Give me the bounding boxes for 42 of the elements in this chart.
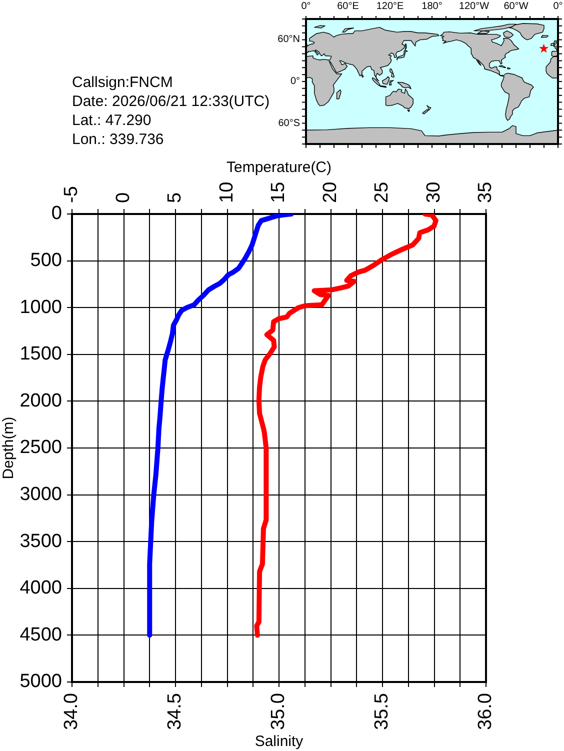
x2-tick-label: 25 — [372, 182, 393, 203]
text: 60°E — [337, 1, 359, 12]
x2-tick-label: 15 — [268, 182, 290, 203]
y-tick-label: 0 — [51, 203, 62, 224]
x-tick-label: 35.5 — [372, 693, 393, 730]
text: 180° — [422, 1, 442, 12]
y-tick-label: 4500 — [20, 624, 62, 646]
y-tick-label: 500 — [30, 250, 62, 272]
y-tick-label: 4000 — [20, 578, 62, 599]
x2-tick-label: -5 — [61, 186, 82, 203]
y-tick-label: 2500 — [20, 437, 62, 458]
x-axis-title: Salinity — [254, 733, 304, 750]
x-tick-label: 35.0 — [268, 693, 290, 730]
text: 60°S — [278, 118, 300, 129]
x-tick-label: 34.0 — [61, 693, 82, 730]
y-tick-label: 1500 — [20, 344, 62, 365]
x2-tick-label: 30 — [423, 182, 444, 203]
text: Lat.: 47.290 — [72, 111, 152, 130]
text: Callsign:FNCM — [72, 72, 173, 92]
text: 60°N — [278, 34, 300, 46]
x2-axis-title: Temperature(C) — [226, 159, 332, 176]
y-axis-title: Depth(m) — [0, 416, 18, 480]
x2-tick-label: 35 — [475, 182, 496, 203]
text: 120°E — [376, 1, 404, 12]
text: 60°W — [504, 1, 528, 12]
text: 0° — [553, 1, 563, 12]
y-tick-label: 2000 — [20, 390, 62, 412]
text: 120°W — [458, 1, 490, 12]
text: 0° — [290, 76, 300, 87]
text: 0° — [301, 1, 311, 12]
x2-tick-label: 10 — [216, 182, 238, 203]
x2-tick-label: 20 — [320, 182, 341, 203]
y-tick-label: 1000 — [20, 296, 62, 318]
x2-tick-label: 5 — [164, 192, 186, 203]
x-tick-label: 36.0 — [475, 693, 496, 730]
y-tick-label: 3500 — [20, 530, 62, 552]
x-tick-label: 34.5 — [164, 693, 186, 730]
text: Lon.: 339.736 — [72, 130, 164, 150]
x2-tick-label: 0 — [112, 192, 134, 203]
y-tick-label: 5000 — [20, 671, 62, 692]
text: Date: 2026/06/21 12:33(UTC) — [72, 92, 270, 111]
y-tick-label: 3000 — [20, 484, 62, 506]
